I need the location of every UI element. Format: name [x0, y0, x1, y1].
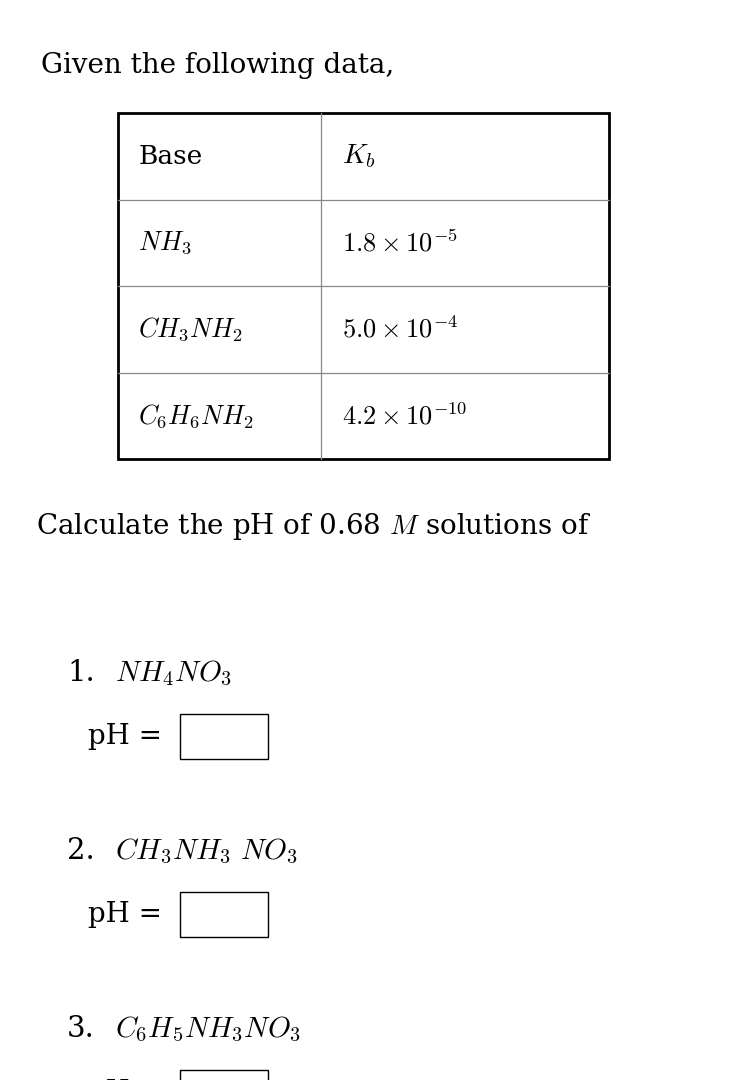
- Text: $\mathit{C_6H_5NH_3NO_3}$: $\mathit{C_6H_5NH_3NO_3}$: [115, 1015, 301, 1044]
- Text: $K_b$: $K_b$: [342, 143, 376, 171]
- Text: $1.8 \times 10^{-5}$: $1.8 \times 10^{-5}$: [342, 230, 458, 256]
- Text: pH =: pH =: [88, 724, 161, 750]
- Text: pH =: pH =: [88, 901, 161, 928]
- Text: Given the following data,: Given the following data,: [41, 52, 394, 79]
- Text: $5.0 \times 10^{-4}$: $5.0 \times 10^{-4}$: [342, 316, 458, 342]
- Text: $\mathit{NH_3}$: $\mathit{NH_3}$: [138, 230, 192, 256]
- Text: 3.: 3.: [67, 1015, 94, 1043]
- Text: $\mathit{NH_4NO_3}$: $\mathit{NH_4NO_3}$: [115, 659, 232, 688]
- FancyBboxPatch shape: [180, 714, 268, 759]
- Text: Calculate the pH of 0.68 $\mathit{M}$ solutions of: Calculate the pH of 0.68 $\mathit{M}$ so…: [36, 511, 591, 542]
- Text: 2.: 2.: [67, 837, 94, 865]
- FancyBboxPatch shape: [118, 113, 609, 459]
- FancyBboxPatch shape: [180, 1070, 268, 1080]
- Text: $\mathit{CH_3NH_3\ NO_3}$: $\mathit{CH_3NH_3\ NO_3}$: [115, 837, 298, 866]
- Text: 1.: 1.: [67, 659, 94, 687]
- Text: $4.2 \times 10^{-10}$: $4.2 \times 10^{-10}$: [342, 403, 467, 429]
- Text: $\mathit{CH_3NH_2}$: $\mathit{CH_3NH_2}$: [138, 315, 243, 343]
- Text: Base: Base: [138, 144, 202, 170]
- Text: $\mathit{C_6H_6NH_2}$: $\mathit{C_6H_6NH_2}$: [138, 402, 254, 430]
- FancyBboxPatch shape: [180, 892, 268, 937]
